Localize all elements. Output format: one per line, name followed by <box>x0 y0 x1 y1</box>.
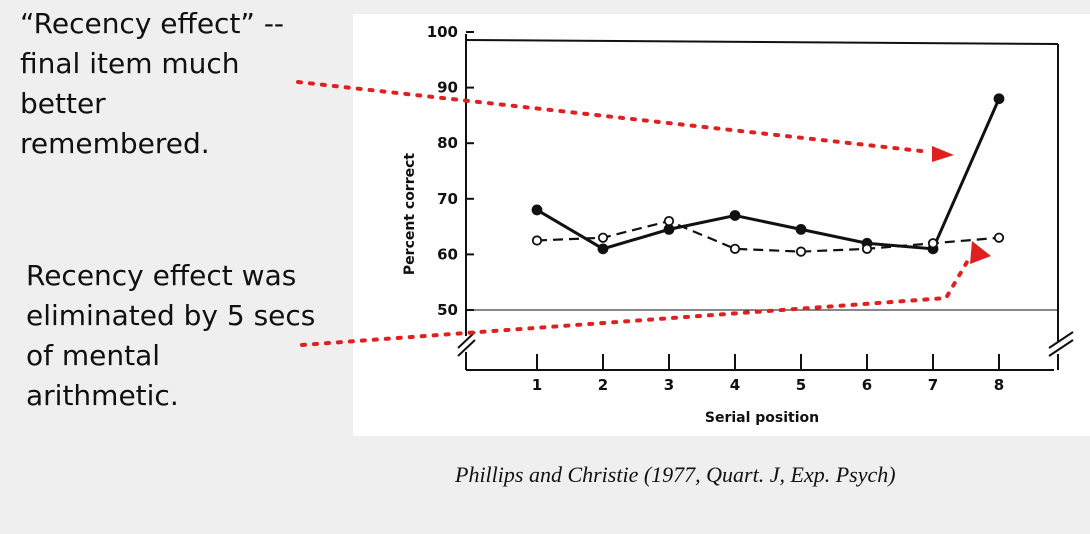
data-point-filled <box>795 223 807 235</box>
annotation-line: final item much <box>20 47 240 80</box>
data-point-open <box>795 246 807 257</box>
data-point-open <box>663 215 675 227</box>
data-point-filled <box>993 93 1005 105</box>
recency-annotation: “Recency effect” -- final item much bett… <box>20 4 320 164</box>
x-tick-label: 5 <box>796 376 806 394</box>
plot-frame <box>457 34 1074 371</box>
axis-break-mark <box>457 331 476 349</box>
x-tick-label: 8 <box>994 376 1004 394</box>
y-tick-label: 100 <box>427 23 458 41</box>
data-point-open <box>729 243 741 254</box>
annotation-line: Recency effect was <box>26 259 297 292</box>
y-axis-ticks: 50 60 70 80 90 100 <box>427 23 474 319</box>
annotation-line: of mental <box>26 339 161 372</box>
data-point-open <box>927 238 939 249</box>
series-line-solid <box>536 98 1001 251</box>
elimination-arrow <box>300 260 969 347</box>
recency-arrow <box>296 80 932 154</box>
data-point-filled <box>597 243 609 255</box>
y-tick-label: 70 <box>437 190 458 208</box>
data-point-open <box>597 232 609 243</box>
citation: Phillips and Christie (1977, Quart. J, E… <box>455 462 896 487</box>
annotation-line: better <box>20 87 106 120</box>
axis-break-mark <box>1048 331 1074 349</box>
recency-arrowhead <box>932 146 954 162</box>
chart-figure: 50 60 70 80 90 100 1 2 3 4 5 6 7 8 Serial position P… <box>353 14 1090 436</box>
annotation-line: remembered. <box>20 127 210 160</box>
y-tick-label: 80 <box>437 134 458 152</box>
x-tick-label: 4 <box>730 376 740 394</box>
axis-break-mark <box>457 339 476 357</box>
x-tick-label: 2 <box>598 376 608 394</box>
x-axis-ticks: 1 2 3 4 5 6 7 8 <box>532 354 1004 394</box>
axis-break-mark <box>1048 339 1074 357</box>
elimination-arrowhead <box>970 241 991 264</box>
x-tick-label: 1 <box>532 376 542 394</box>
y-axis-title: Percent correct <box>402 153 418 276</box>
series-group <box>531 93 1005 257</box>
series-line-dashed <box>536 219 1000 253</box>
y-tick-label: 90 <box>437 79 458 97</box>
x-tick-label: 7 <box>928 376 938 394</box>
x-axis-title: Serial position <box>705 410 819 426</box>
data-point-open <box>531 235 543 246</box>
data-point-open <box>993 232 1005 243</box>
annotation-line: “Recency effect” -- <box>20 7 285 40</box>
x-tick-label: 3 <box>664 376 674 394</box>
y-tick-label: 50 <box>437 301 458 319</box>
data-point-filled <box>531 204 543 216</box>
y-tick-label: 60 <box>437 245 458 263</box>
data-point-filled <box>729 210 741 221</box>
elimination-annotation: Recency effect was eliminated by 5 secs … <box>26 256 336 416</box>
annotation-line: arithmetic. <box>26 379 179 412</box>
annotation-line: eliminated by 5 secs <box>26 299 316 332</box>
x-tick-label: 6 <box>862 376 872 394</box>
plot-top-border <box>465 39 1059 45</box>
data-point-open <box>861 243 873 254</box>
serial-position-chart: 50 60 70 80 90 100 1 2 3 4 5 6 7 8 Serial position P… <box>402 23 1074 426</box>
